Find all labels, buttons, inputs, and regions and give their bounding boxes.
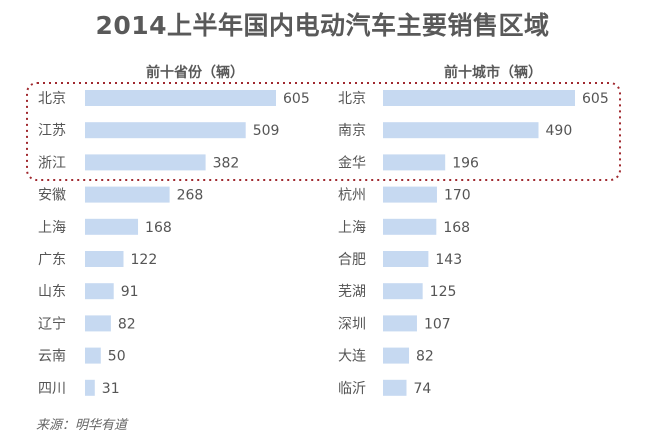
city-value-label: 490 bbox=[546, 123, 573, 139]
city-bar bbox=[383, 315, 417, 332]
province-value-label: 122 bbox=[131, 252, 158, 268]
city-value-label: 196 bbox=[452, 155, 479, 171]
province-value-label: 605 bbox=[283, 91, 310, 107]
provinces-bars: 北京 605 江苏 509 浙江 382 安徽 268 上海 168 广东 122 山东 91 辽宁 82 云南… bbox=[38, 90, 310, 397]
province-bar bbox=[85, 315, 111, 332]
province-bar bbox=[85, 90, 276, 106]
city-label: 深圳 bbox=[338, 316, 366, 332]
source-note: 来源：明华有道 bbox=[36, 418, 128, 433]
city-label: 芜湖 bbox=[338, 283, 366, 300]
city-bar bbox=[383, 379, 407, 396]
province-value-label: 509 bbox=[253, 123, 280, 139]
province-label: 浙江 bbox=[38, 155, 66, 171]
province-value-label: 268 bbox=[177, 188, 204, 204]
city-bar bbox=[383, 218, 437, 235]
city-bar bbox=[383, 122, 539, 139]
city-bar bbox=[383, 154, 446, 171]
city-label: 大连 bbox=[338, 349, 366, 365]
province-bar bbox=[85, 122, 246, 139]
city-label: 杭州 bbox=[338, 188, 366, 204]
province-label: 广东 bbox=[38, 252, 66, 268]
city-bar bbox=[383, 90, 575, 106]
province-label: 安徽 bbox=[38, 188, 66, 204]
city-bar bbox=[383, 347, 410, 364]
city-value-label: 168 bbox=[443, 220, 470, 236]
province-label: 北京 bbox=[38, 91, 66, 107]
province-label: 江苏 bbox=[38, 123, 66, 139]
city-bar bbox=[383, 283, 423, 300]
province-bar bbox=[85, 186, 170, 203]
province-value-label: 91 bbox=[121, 284, 139, 300]
province-value-label: 82 bbox=[118, 316, 136, 332]
province-bar bbox=[85, 379, 95, 396]
city-label: 北京 bbox=[338, 91, 366, 107]
city-value-label: 107 bbox=[424, 316, 451, 332]
highlight-box bbox=[26, 82, 621, 181]
chart-title: 2014上半年国内电动汽车主要销售区域 bbox=[95, 11, 550, 40]
city-value-label: 82 bbox=[416, 349, 434, 365]
city-label: 临沂 bbox=[338, 381, 366, 397]
city-label: 金华 bbox=[338, 155, 366, 171]
province-bar bbox=[85, 154, 206, 171]
province-bar bbox=[85, 283, 114, 300]
province-label: 辽宁 bbox=[38, 315, 66, 332]
province-value-label: 50 bbox=[108, 349, 126, 365]
city-value-label: 170 bbox=[444, 188, 471, 204]
city-value-label: 74 bbox=[413, 381, 431, 397]
city-label: 合肥 bbox=[338, 252, 366, 268]
province-bar bbox=[85, 251, 124, 267]
province-label: 山东 bbox=[38, 284, 66, 300]
city-value-label: 605 bbox=[582, 91, 609, 107]
province-value-label: 168 bbox=[145, 220, 172, 236]
city-label: 上海 bbox=[338, 220, 366, 236]
province-value-label: 31 bbox=[102, 381, 120, 397]
province-label: 上海 bbox=[38, 220, 66, 236]
cities-bars: 北京 605 南京 490 金华 196 杭州 170 上海 168 合肥 143 芜湖 125 深圳 107… bbox=[338, 90, 609, 397]
city-value-label: 143 bbox=[435, 252, 462, 268]
province-value-label: 382 bbox=[213, 155, 240, 171]
city-bar bbox=[383, 251, 429, 267]
province-label: 四川 bbox=[38, 381, 66, 397]
city-value-label: 125 bbox=[430, 284, 457, 300]
cities-chart-title: 前十城市（辆） bbox=[444, 65, 542, 81]
province-bar bbox=[85, 218, 139, 235]
province-bar bbox=[85, 347, 101, 364]
city-label: 南京 bbox=[338, 123, 366, 139]
provinces-chart-title: 前十省份（辆） bbox=[146, 65, 244, 81]
city-bar bbox=[383, 186, 437, 203]
province-label: 云南 bbox=[38, 349, 66, 365]
